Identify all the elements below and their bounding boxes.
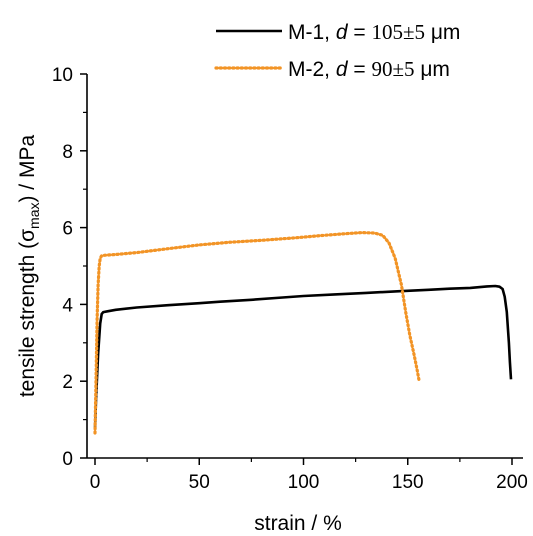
axis-ticks: 0 50 100 150 200 0 2 4 6 8 10 bbox=[52, 65, 528, 493]
y-tick-label: 4 bbox=[62, 295, 73, 316]
y-axis-title: tensile strength (σmax) / MPa bbox=[16, 135, 42, 398]
y-tick-label: 0 bbox=[62, 449, 73, 470]
x-tick-label: 50 bbox=[189, 472, 210, 493]
legend: M-1, d = 105±5 μm M-2, d = 90±5 μm bbox=[214, 20, 460, 81]
x-tick-label: 200 bbox=[496, 472, 528, 493]
x-axis-title: strain / % bbox=[254, 512, 342, 535]
y-tick-label: 6 bbox=[62, 219, 73, 240]
series-layer bbox=[93, 231, 513, 435]
x-tick-label: 100 bbox=[288, 472, 320, 493]
series-line-m-2 bbox=[93, 231, 421, 435]
x-tick-label: 150 bbox=[392, 472, 424, 493]
y-tick-label: 10 bbox=[52, 65, 73, 86]
series-line-m-1 bbox=[93, 284, 513, 430]
y-tick-label: 2 bbox=[62, 372, 73, 393]
legend-label-m2: M-2, d = 90±5 μm bbox=[288, 57, 450, 81]
y-tick-label: 8 bbox=[62, 142, 73, 163]
legend-label-m1: M-1, d = 105±5 μm bbox=[288, 20, 460, 44]
x-tick-label: 0 bbox=[90, 472, 101, 493]
